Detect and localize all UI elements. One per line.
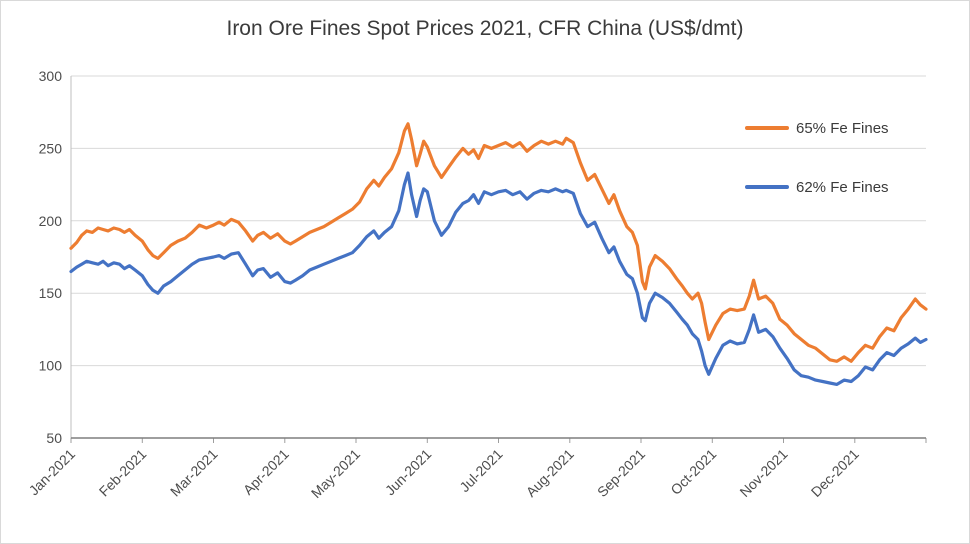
legend-line-65-icon	[745, 126, 789, 130]
x-tick-label: Mar-2021	[167, 446, 221, 500]
y-tick-label: 150	[39, 285, 63, 301]
x-tick-label: Sep-2021	[594, 446, 648, 500]
x-tick-label: Feb-2021	[96, 446, 150, 500]
legend-label-62: 62% Fe Fines	[796, 178, 889, 196]
x-tick-label: May-2021	[308, 446, 363, 501]
x-tick-label: Jul-2021	[456, 446, 505, 495]
x-tick-label: Nov-2021	[736, 446, 790, 500]
legend-entry-65-fe[interactable]: 65% Fe Fines	[745, 119, 889, 137]
legend-line-62-icon	[745, 185, 789, 189]
y-tick-label: 250	[39, 140, 63, 156]
x-tick-label: Aug-2021	[523, 446, 577, 500]
x-tick-label: Apr-2021	[240, 446, 292, 498]
chart-title: Iron Ore Fines Spot Prices 2021, CFR Chi…	[226, 17, 744, 40]
series-line-0[interactable]	[69, 122, 928, 363]
series-line-1[interactable]	[69, 171, 928, 386]
x-tick-label: Jan-2021	[26, 446, 79, 499]
y-tick-label: 50	[46, 430, 62, 446]
legend-label-65: 65% Fe Fines	[796, 119, 889, 137]
x-tick-label: Oct-2021	[667, 446, 719, 498]
y-tick-label: 200	[39, 213, 63, 229]
y-tick-label: 300	[39, 68, 63, 84]
x-tick-label: Jun-2021	[382, 446, 435, 499]
x-tick-label: Dec-2021	[808, 446, 862, 500]
legend-entry-62-fe[interactable]: 62% Fe Fines	[745, 178, 889, 196]
chart-legend: 65% Fe Fines 62% Fe Fines	[745, 119, 889, 196]
y-tick-label: 100	[39, 358, 63, 374]
